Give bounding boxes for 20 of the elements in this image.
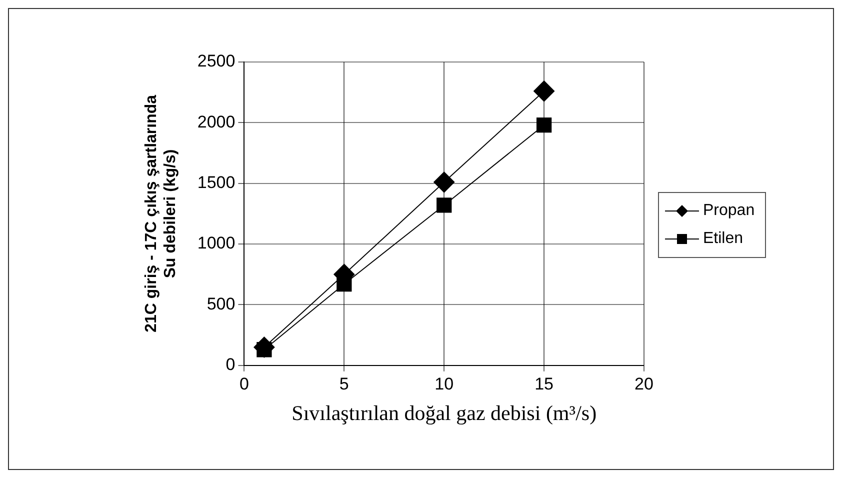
y-axis-title: 21C giriş - 17C çıkış şartlarında Su debileri (kg/s) [143,94,180,332]
legend-label: Propan [703,202,755,220]
point [536,118,552,133]
point [436,198,452,213]
y-tick-label: 500 [206,294,236,314]
x-axis-title: Sıvılaştırılan doğal gaz debisi (m³/s) [292,400,597,425]
x-tick-label: 0 [239,374,249,394]
y-tick-label: 2500 [197,52,236,71]
legend-label: Etilen [703,230,744,248]
y-tick-label: 2000 [197,112,236,132]
point [534,80,555,102]
x-tick-label: 20 [634,374,654,394]
y-tick-label: 1000 [197,234,236,253]
y-tick-label: 0 [226,355,236,374]
x-tick-label: 5 [339,374,349,394]
point [336,276,352,292]
x-tick-label: 10 [434,374,454,394]
y-tick-label: 1500 [197,173,236,192]
point [434,172,455,193]
x-tick-label: 15 [534,374,554,394]
